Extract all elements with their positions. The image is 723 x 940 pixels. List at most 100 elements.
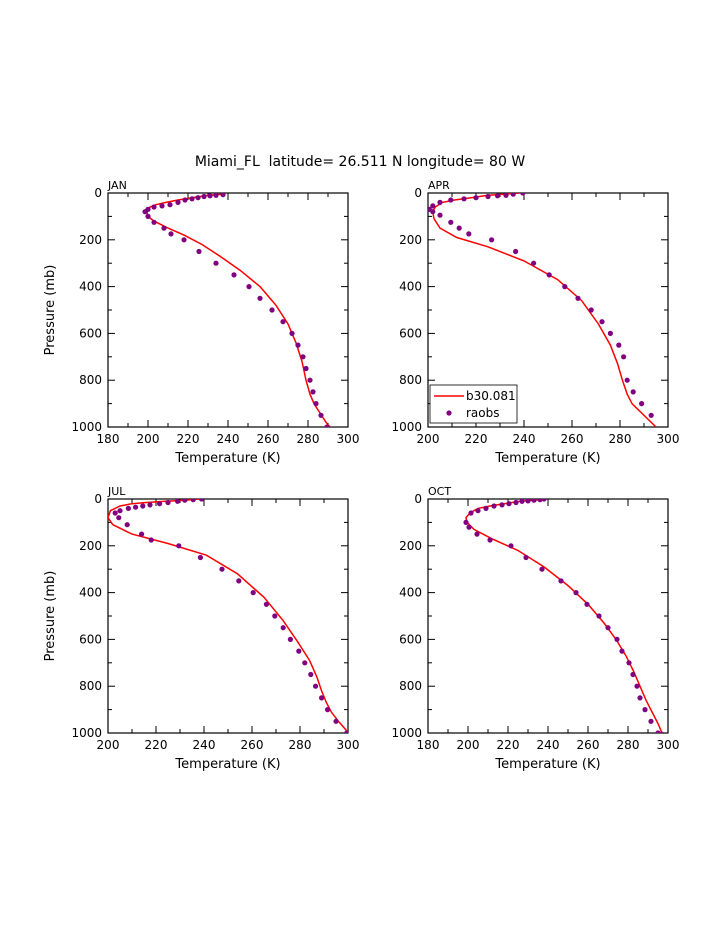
obs-point — [310, 389, 316, 395]
obs-point — [513, 499, 519, 506]
x-tick-label: 240 — [193, 738, 216, 752]
obs-point — [575, 295, 581, 301]
obs-point — [584, 601, 590, 607]
obs-point — [430, 209, 436, 215]
y-tick-label: 800 — [79, 679, 102, 693]
obs-point — [461, 196, 467, 202]
obs-point — [302, 660, 308, 666]
y-tick-label: 600 — [79, 326, 102, 340]
obs-point — [246, 284, 252, 290]
obs-point — [168, 231, 174, 237]
obs-point — [147, 502, 153, 508]
obs-point — [287, 636, 293, 643]
y-tick-label: 400 — [79, 586, 102, 600]
obs-point — [175, 499, 181, 504]
obs-point — [546, 272, 552, 278]
model-line — [465, 499, 663, 733]
obs-point — [289, 330, 295, 336]
obs-point — [313, 401, 319, 407]
obs-point — [148, 537, 154, 543]
x-tick-label: 240 — [513, 432, 536, 446]
plot-frame — [427, 498, 669, 734]
panel-label: JAN — [107, 179, 127, 192]
x-axis-label: Temperature (K) — [174, 451, 280, 466]
panel-jan: JAN 180 200 220 240 260 280 300 0 200 400 600 800 100… — [43, 179, 359, 466]
obs-point — [333, 718, 339, 724]
obs-point — [182, 197, 188, 203]
obs-point — [196, 248, 202, 255]
obs-point — [280, 319, 286, 325]
panel-label: APR — [428, 179, 450, 192]
obs-point — [140, 503, 146, 509]
obs-point — [499, 502, 505, 508]
obs-point — [491, 503, 497, 509]
x-tick-label: 200 — [137, 432, 160, 446]
x-tick-label: 200 — [417, 432, 440, 446]
obs-point — [176, 543, 182, 549]
x-tick-label: 300 — [657, 738, 680, 752]
x-tick-label: 220 — [177, 432, 200, 446]
obs-point — [220, 193, 226, 198]
y-tick-label: 0 — [414, 186, 422, 200]
obs-point — [495, 193, 501, 199]
obs-point — [125, 505, 131, 511]
y-tick-label: 800 — [399, 373, 422, 387]
y-tick-label: 0 — [94, 186, 102, 200]
obs-point — [207, 193, 213, 199]
panel-label: OCT — [428, 485, 451, 498]
obs-point — [520, 193, 526, 196]
y-tick-label: 600 — [399, 326, 422, 340]
obs-point — [189, 196, 195, 202]
obs-point — [329, 426, 333, 427]
obs-point — [648, 412, 654, 418]
obs-point — [466, 231, 472, 237]
obs-point — [344, 730, 348, 733]
obs-point — [637, 695, 643, 701]
obs-point — [655, 730, 661, 733]
obs-point — [165, 499, 171, 506]
obs-point — [558, 578, 564, 584]
plot-data — [108, 499, 348, 733]
y-tick-label: 600 — [399, 632, 422, 646]
obs-point — [506, 501, 512, 507]
x-tick-label: 220 — [145, 738, 168, 752]
x-tick-label: 220 — [465, 432, 488, 446]
obs-point — [607, 330, 614, 336]
obs-point — [513, 248, 519, 255]
obs-point — [157, 501, 163, 507]
y-tick-label: 1000 — [391, 420, 422, 434]
x-axis-label: Temperature (K) — [174, 757, 280, 772]
obs-point — [523, 554, 529, 561]
y-tick-label: 400 — [399, 586, 422, 600]
obs-point — [195, 195, 201, 201]
x-tick-label: 260 — [577, 738, 600, 752]
obs-point — [324, 424, 330, 427]
obs-point — [199, 499, 205, 502]
obs-point — [508, 543, 514, 549]
obs-point — [630, 389, 636, 395]
legend-obs-label: raobs — [466, 406, 500, 420]
obs-point — [616, 342, 622, 348]
panel-oct: OCT 180 200 220 240 260 280 300 0 200 400 600 800 100… — [391, 485, 679, 772]
obs-point — [519, 499, 525, 504]
obs-point — [308, 671, 314, 678]
obs-point — [510, 193, 516, 197]
y-tick-label: 1000 — [71, 726, 102, 740]
y-tick-label: 0 — [414, 492, 422, 506]
obs-point — [303, 365, 309, 372]
obs-point — [124, 522, 130, 528]
obs-point — [313, 683, 319, 689]
obs-point — [630, 671, 636, 678]
obs-point — [151, 219, 157, 225]
obs-point — [648, 718, 654, 724]
obs-point — [588, 307, 594, 313]
obs-point — [624, 377, 630, 383]
x-tick-label: 260 — [241, 738, 264, 752]
x-axis-label: Temperature (K) — [494, 451, 600, 466]
x-tick-label: 240 — [217, 432, 240, 446]
obs-point — [263, 601, 269, 607]
obs-point — [112, 510, 118, 516]
obs-point — [257, 295, 263, 301]
y-tick-label: 200 — [79, 233, 102, 247]
